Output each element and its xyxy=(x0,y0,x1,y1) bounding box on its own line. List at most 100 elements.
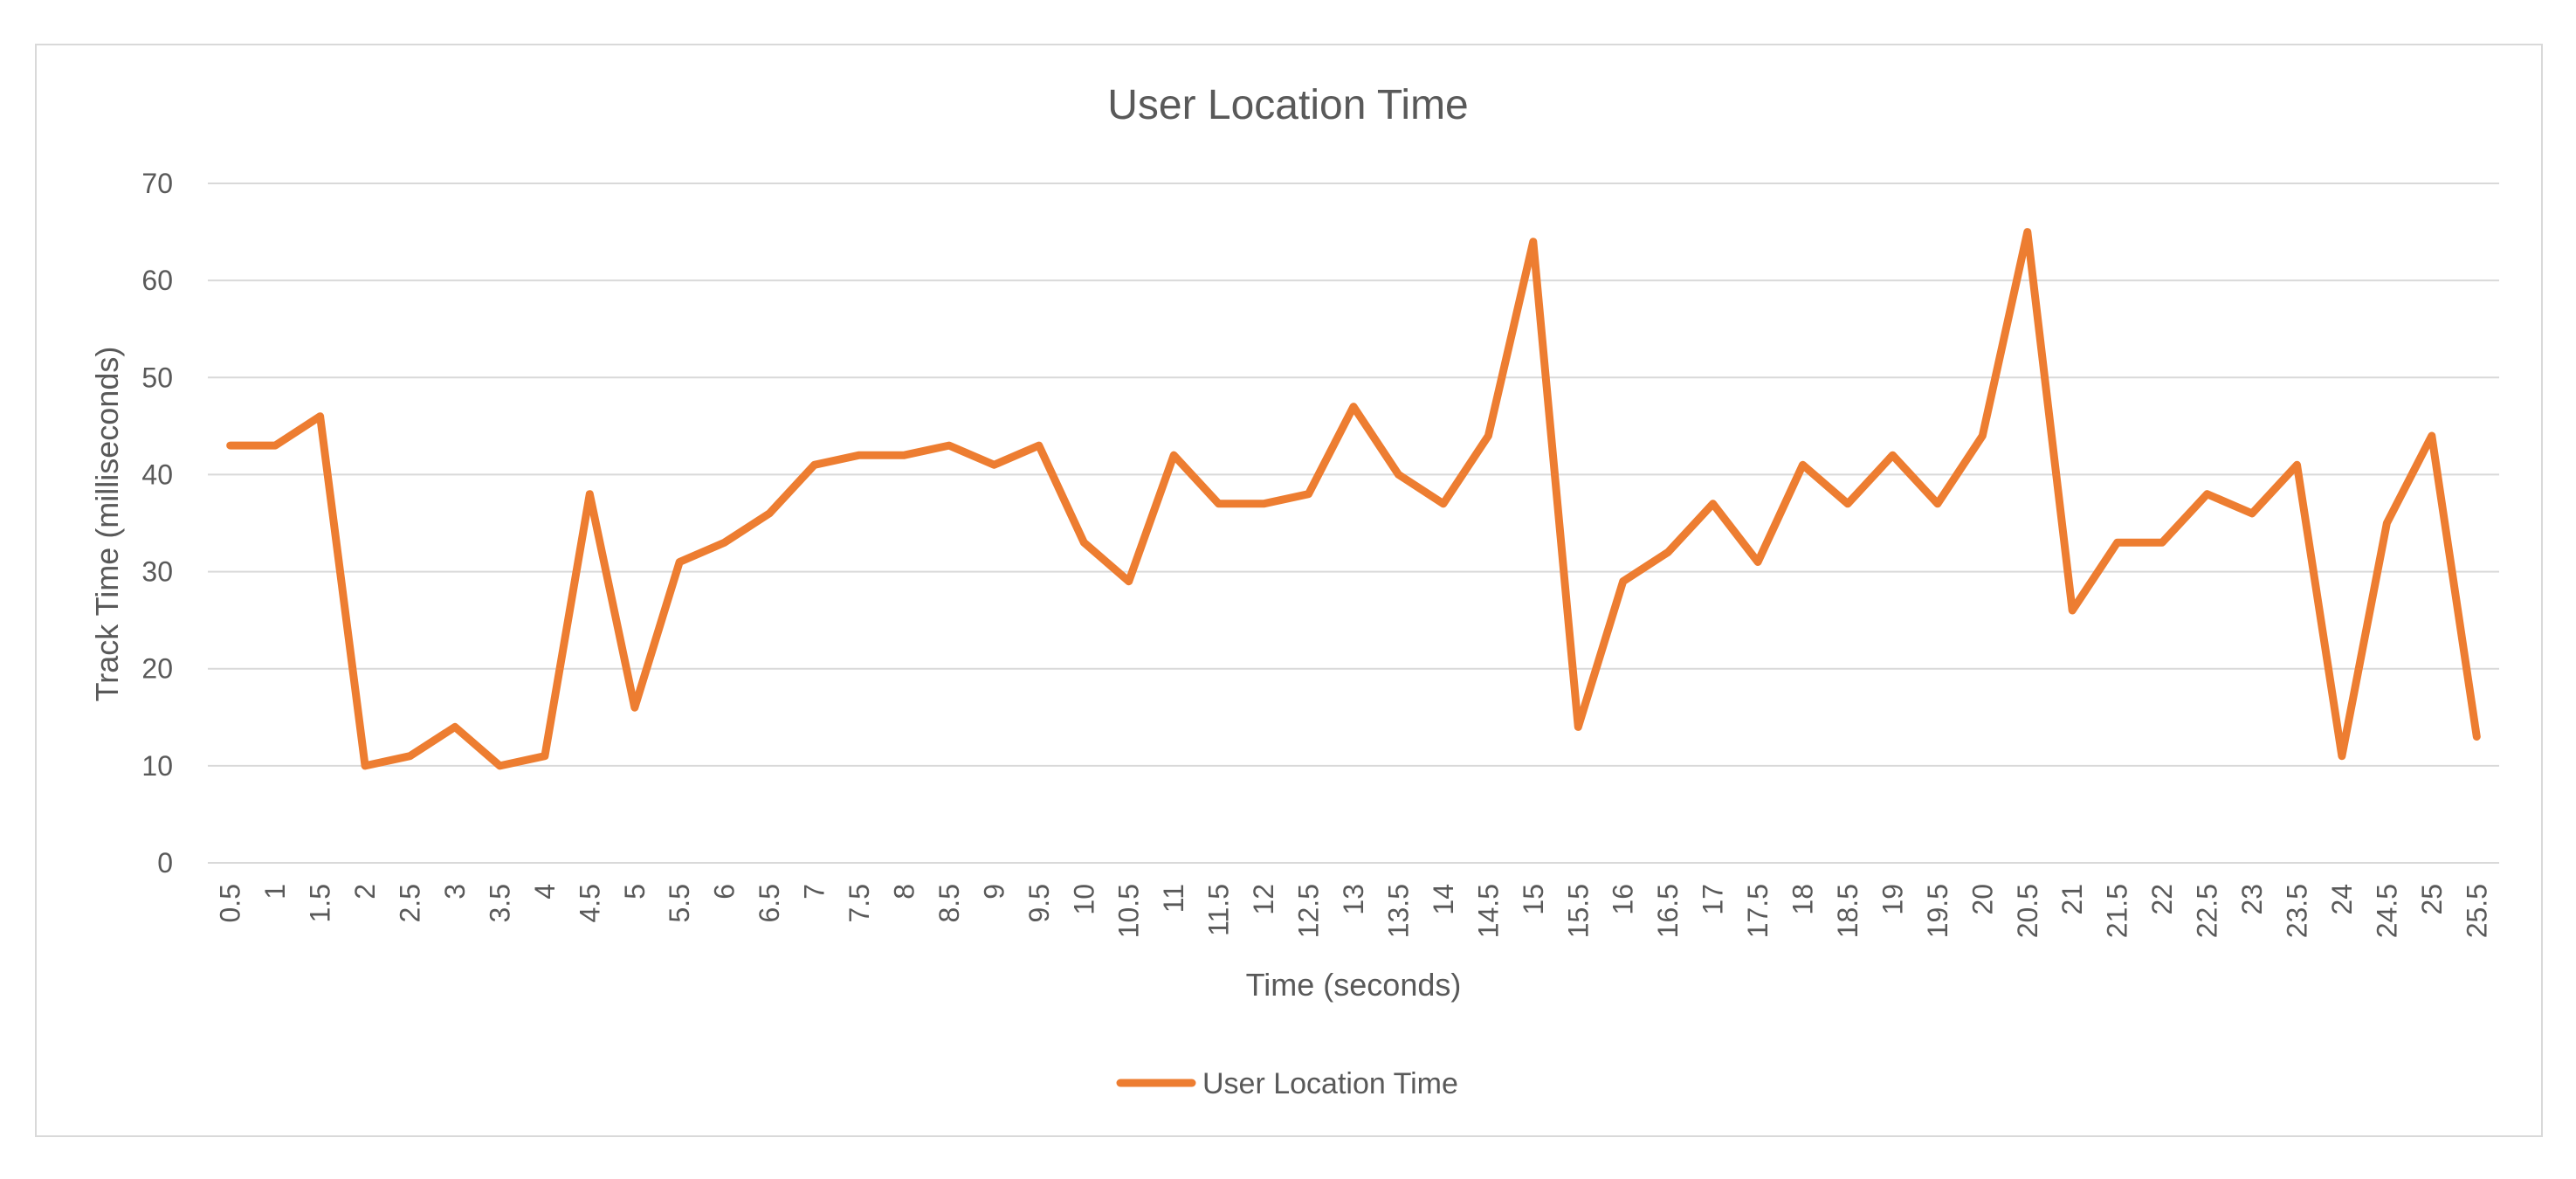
data-point xyxy=(1847,503,1849,505)
x-tick-label: 16 xyxy=(1608,884,1639,915)
x-tick-label: 0.5 xyxy=(215,884,246,922)
series-lines xyxy=(226,228,2481,770)
data-point xyxy=(1308,493,1310,495)
legend-label: User Location Time xyxy=(1202,1067,1458,1100)
gridlines xyxy=(208,183,2499,864)
data-point xyxy=(1083,541,1085,543)
x-tick-label: 1 xyxy=(259,884,291,900)
x-tick-label: 3.5 xyxy=(484,884,515,922)
data-point xyxy=(1038,445,1040,446)
x-axis-title: Time (seconds) xyxy=(1246,967,1462,1003)
x-tick-label: 8.5 xyxy=(933,884,965,922)
data-point xyxy=(1667,551,1669,553)
y-axis-title: Track Time (milliseconds) xyxy=(89,347,125,702)
x-tick-label: 21.5 xyxy=(2102,884,2133,938)
x-tick-label: 18.5 xyxy=(1832,884,1863,938)
x-tick-label: 11 xyxy=(1158,884,1189,913)
x-tick-label: 6.5 xyxy=(754,884,785,922)
data-point xyxy=(1622,581,1624,583)
data-point xyxy=(2207,493,2208,495)
x-tick-label: 9 xyxy=(978,884,1009,900)
data-point xyxy=(1981,435,1983,437)
x-tick-label: 15 xyxy=(1518,884,1549,915)
x-tick-label: 23 xyxy=(2236,884,2268,915)
x-tick-label: 2.5 xyxy=(395,884,426,922)
legend: User Location Time xyxy=(1116,1067,1458,1100)
data-point xyxy=(2117,541,2118,543)
data-point xyxy=(2071,610,2073,611)
data-point xyxy=(1937,503,1939,505)
x-tick-label: 10.5 xyxy=(1113,884,1145,938)
x-tick-label: 4.5 xyxy=(574,884,605,922)
x-axis-ticks: 0.5 1 1.5 2 2.5 3 3.5 4 4.5 5 5.5 6 6.5 7 7.5 8 8.5 9 9.5 1… xyxy=(215,884,2493,938)
data-point xyxy=(2431,435,2433,437)
data-point xyxy=(364,765,366,767)
data-point xyxy=(2251,513,2253,514)
x-tick-label: 13.5 xyxy=(1382,884,1414,938)
data-point xyxy=(1487,435,1489,437)
y-tick-label: 0 xyxy=(157,847,173,879)
data-point xyxy=(589,493,590,495)
x-tick-label: 25 xyxy=(2416,884,2448,915)
x-tick-label: 17.5 xyxy=(1742,884,1774,938)
x-tick-label: 24.5 xyxy=(2371,884,2402,938)
x-tick-label: 19.5 xyxy=(1922,884,1953,938)
x-tick-label: 7.5 xyxy=(844,884,875,922)
x-tick-label: 8 xyxy=(888,884,920,900)
x-tick-label: 17 xyxy=(1698,884,1729,915)
x-tick-label: 18 xyxy=(1787,884,1819,915)
data-point xyxy=(1353,406,1354,408)
data-point xyxy=(768,513,770,514)
x-tick-label: 11.5 xyxy=(1203,884,1235,936)
x-tick-label: 21 xyxy=(2056,884,2088,915)
x-tick-label: 22.5 xyxy=(2192,884,2223,938)
data-point xyxy=(544,755,546,757)
x-tick-label: 19 xyxy=(1877,884,1908,915)
y-tick-label: 70 xyxy=(141,168,173,199)
x-tick-label: 20 xyxy=(1966,884,1998,915)
data-point xyxy=(230,445,231,446)
data-point xyxy=(858,454,860,456)
data-point xyxy=(2027,231,2028,233)
x-tick-label: 22 xyxy=(2146,884,2178,915)
x-tick-label: 20.5 xyxy=(2012,884,2043,938)
data-point xyxy=(2161,541,2163,543)
x-tick-label: 14.5 xyxy=(1472,884,1504,938)
x-tick-label: 9.5 xyxy=(1023,884,1055,922)
x-tick-label: 3 xyxy=(439,884,471,900)
y-tick-label: 60 xyxy=(141,265,173,296)
x-tick-label: 14 xyxy=(1428,884,1459,915)
x-tick-label: 5.5 xyxy=(664,884,695,922)
x-tick-label: 1.5 xyxy=(305,884,336,922)
data-point xyxy=(948,445,950,446)
x-tick-label: 6 xyxy=(709,884,740,900)
data-point xyxy=(1128,581,1130,583)
x-tick-label: 24 xyxy=(2326,884,2358,915)
x-tick-label: 5 xyxy=(619,884,651,900)
chart-frame xyxy=(35,44,2543,1137)
data-point xyxy=(499,765,500,767)
x-tick-label: 12.5 xyxy=(1293,884,1325,938)
data-point xyxy=(634,707,636,708)
y-tick-label: 10 xyxy=(141,750,173,782)
chart-title: User Location Time xyxy=(1107,82,1469,128)
data-point xyxy=(724,541,726,543)
series-line xyxy=(226,228,2481,770)
x-tick-label: 12 xyxy=(1248,884,1279,915)
data-point xyxy=(1712,503,1714,505)
x-tick-label: 25.5 xyxy=(2461,884,2492,938)
y-tick-label: 50 xyxy=(141,362,173,393)
x-tick-label: 7 xyxy=(799,884,830,900)
data-point xyxy=(2476,736,2477,738)
data-point xyxy=(274,445,276,446)
x-tick-label: 16.5 xyxy=(1652,884,1684,938)
y-tick-label: 30 xyxy=(141,556,173,588)
y-tick-label: 20 xyxy=(141,653,173,685)
x-tick-label: 23.5 xyxy=(2281,884,2312,938)
data-point xyxy=(1397,473,1399,475)
data-point xyxy=(903,454,905,456)
y-axis-ticks: 0 10 20 30 40 50 60 70 xyxy=(141,168,173,879)
y-tick-label: 40 xyxy=(141,458,173,490)
x-tick-label: 2 xyxy=(349,884,381,900)
